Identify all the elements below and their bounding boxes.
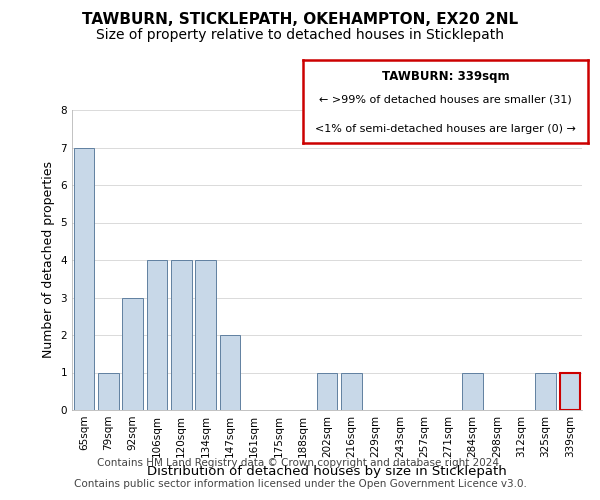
- Bar: [98, 372, 119, 410]
- Bar: [146, 260, 167, 410]
- X-axis label: Distribution of detached houses by size in Sticklepath: Distribution of detached houses by size …: [147, 466, 507, 478]
- Bar: [341, 372, 362, 410]
- Bar: [74, 148, 94, 410]
- Bar: [171, 260, 191, 410]
- Bar: [122, 298, 143, 410]
- Text: TAWBURN: 339sqm: TAWBURN: 339sqm: [382, 70, 509, 83]
- Bar: [463, 372, 483, 410]
- Text: TAWBURN, STICKLEPATH, OKEHAMPTON, EX20 2NL: TAWBURN, STICKLEPATH, OKEHAMPTON, EX20 2…: [82, 12, 518, 28]
- Bar: [220, 335, 240, 410]
- Bar: [560, 372, 580, 410]
- Y-axis label: Number of detached properties: Number of detached properties: [42, 162, 55, 358]
- Text: ← >99% of detached houses are smaller (31): ← >99% of detached houses are smaller (3…: [319, 94, 572, 104]
- Bar: [317, 372, 337, 410]
- Bar: [535, 372, 556, 410]
- Text: Contains public sector information licensed under the Open Government Licence v3: Contains public sector information licen…: [74, 479, 526, 489]
- Text: Size of property relative to detached houses in Sticklepath: Size of property relative to detached ho…: [96, 28, 504, 42]
- Text: Contains HM Land Registry data © Crown copyright and database right 2024.: Contains HM Land Registry data © Crown c…: [97, 458, 503, 468]
- Text: <1% of semi-detached houses are larger (0) →: <1% of semi-detached houses are larger (…: [315, 124, 576, 134]
- Bar: [195, 260, 216, 410]
